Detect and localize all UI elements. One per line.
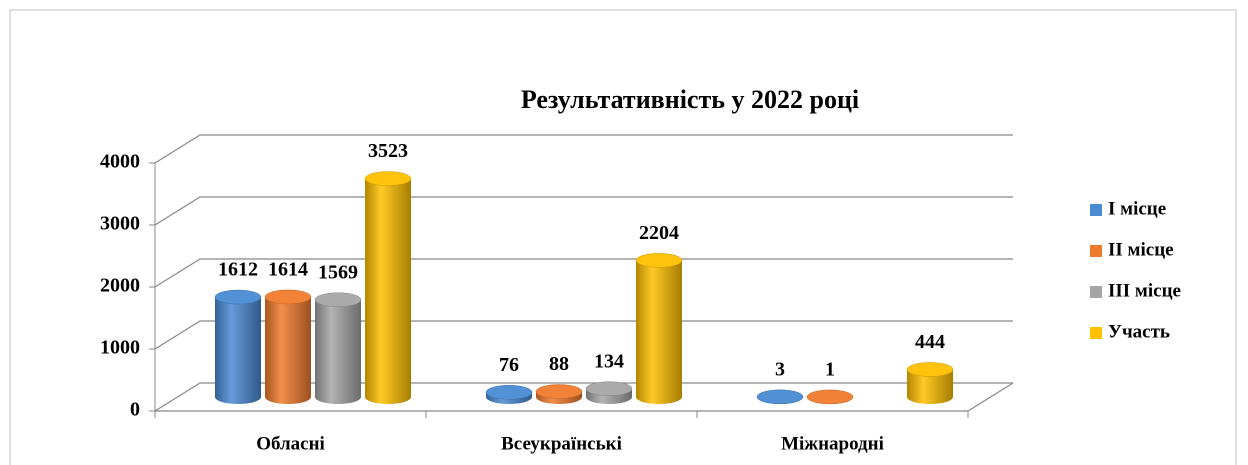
bar <box>485 385 533 404</box>
legend-label: II місце <box>1108 239 1174 260</box>
bar <box>806 389 854 405</box>
data-label: 2204 <box>639 222 679 244</box>
data-label: 444 <box>915 331 945 353</box>
bar <box>264 289 312 404</box>
data-label: 1612 <box>218 259 258 281</box>
bar-top <box>264 289 312 305</box>
legend-label: Участь <box>1108 321 1170 342</box>
y-tick-label: 2000 <box>100 275 140 297</box>
bar-top <box>806 389 854 405</box>
bar <box>756 389 804 405</box>
x-tick-label: Всеукраїнські <box>501 433 622 454</box>
bar-top <box>535 384 583 399</box>
bar-top <box>314 292 362 307</box>
bar-top <box>364 171 412 186</box>
bar-body <box>265 296 311 404</box>
bar-body <box>315 299 361 404</box>
bar-body <box>365 178 411 404</box>
legend-swatch <box>1090 204 1102 216</box>
bar <box>314 292 362 404</box>
bar-top <box>585 381 633 396</box>
grid-line <box>154 382 1013 412</box>
bar <box>214 289 262 404</box>
data-label: 1 <box>825 359 835 381</box>
data-label: 1614 <box>268 259 308 281</box>
grid-line <box>154 196 1013 226</box>
bar-body <box>636 260 682 404</box>
bar <box>635 253 683 404</box>
bar-top <box>485 385 533 400</box>
bar <box>585 381 633 404</box>
data-label: 76 <box>499 354 519 376</box>
legend-swatch <box>1090 245 1102 257</box>
data-label: 88 <box>549 353 569 375</box>
bar <box>906 362 954 404</box>
legend-label: III місце <box>1108 280 1181 301</box>
bar-body <box>907 369 953 404</box>
bar-body <box>215 297 261 404</box>
data-label: 3 <box>775 358 785 380</box>
bar-top <box>214 289 262 305</box>
bar <box>364 171 412 404</box>
bar-top <box>635 253 683 268</box>
grid-line <box>154 320 1013 350</box>
legend-swatch <box>1090 286 1102 298</box>
grid-line <box>154 134 1013 164</box>
legend-label: I місце <box>1108 198 1166 219</box>
y-tick-label: 3000 <box>100 213 140 235</box>
grid-line <box>154 258 1013 288</box>
data-label: 1569 <box>318 261 358 283</box>
data-label: 3523 <box>368 140 408 162</box>
y-tick-label: 1000 <box>100 337 140 359</box>
legend-swatch <box>1090 327 1102 339</box>
chart-title: Результативність у 2022 році <box>521 85 859 114</box>
bar <box>535 384 583 404</box>
bar-top <box>906 362 954 377</box>
bar-top <box>756 389 804 405</box>
y-tick-label: 0 <box>130 399 140 421</box>
x-tick-label: Обласні <box>256 433 325 454</box>
x-tick-label: Міжнародні <box>781 433 884 454</box>
data-label: 134 <box>594 350 624 372</box>
y-tick-label: 4000 <box>100 151 140 173</box>
